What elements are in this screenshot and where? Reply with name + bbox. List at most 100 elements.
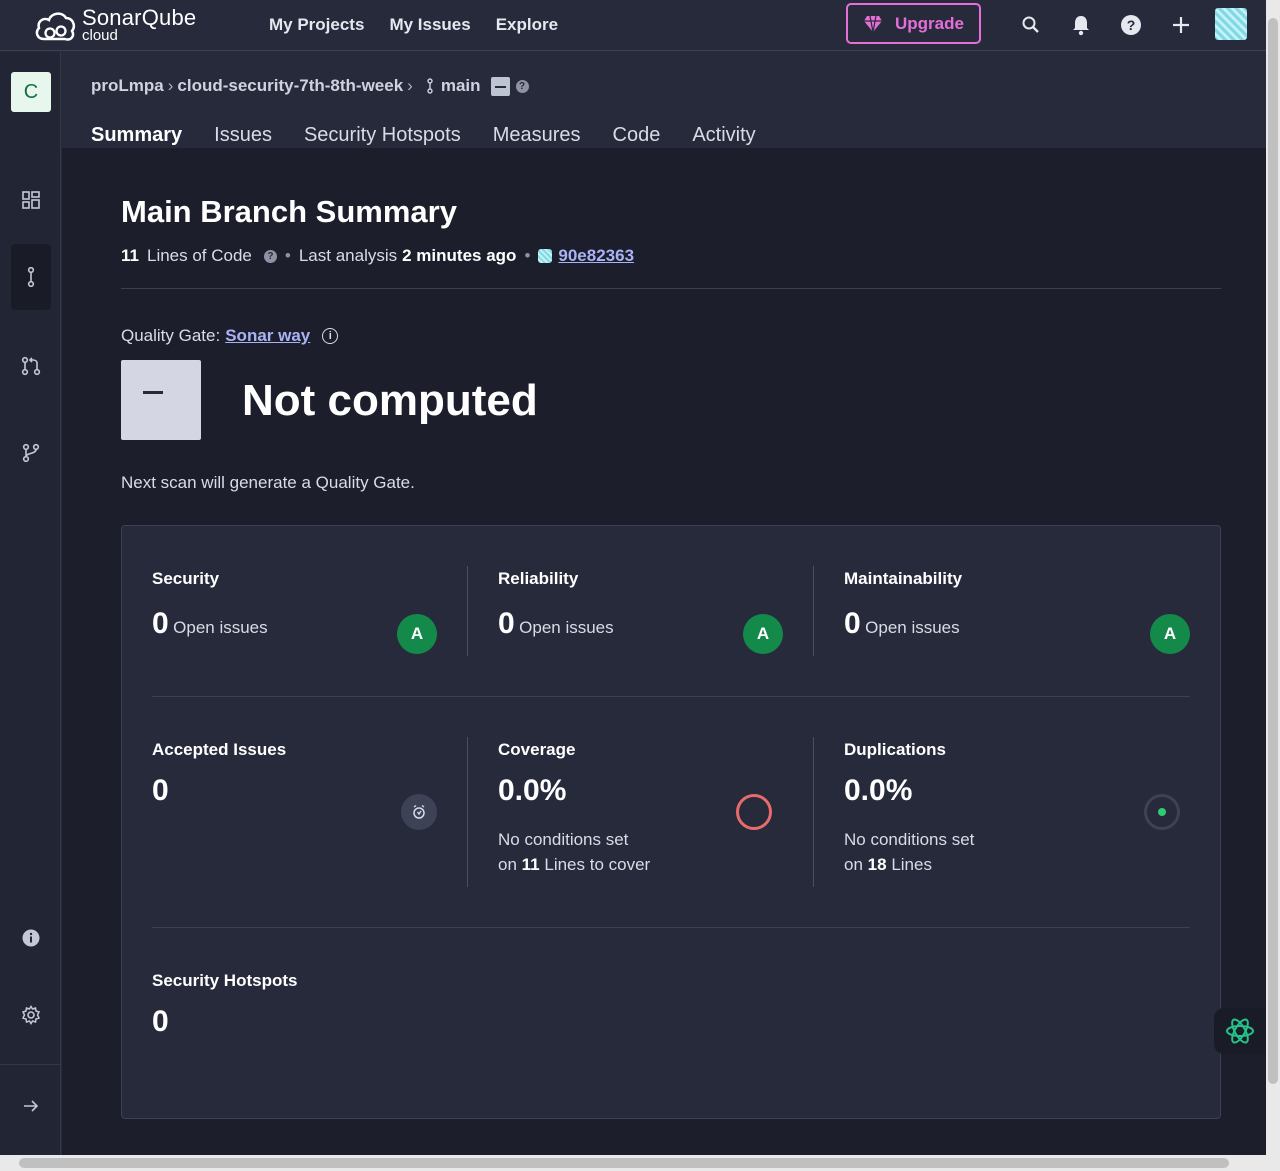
branch-status-badge bbox=[490, 76, 510, 96]
duplications-dot bbox=[1158, 808, 1166, 816]
info-icon[interactable]: i bbox=[322, 328, 339, 344]
project-header: proLmpa › cloud-security-7th-8th-week › … bbox=[62, 52, 1266, 164]
summary-meta: 11 Lines of Code ? • Last analysis 2 min… bbox=[121, 246, 634, 266]
scroll-thumb[interactable] bbox=[1268, 18, 1278, 1084]
project-tabs: Summary Issues Security Hotspots Measure… bbox=[91, 124, 788, 164]
divider bbox=[813, 737, 814, 887]
ai-assistant-button[interactable] bbox=[1214, 1008, 1266, 1054]
help-icon[interactable]: ? bbox=[263, 249, 277, 263]
scroll-thumb[interactable] bbox=[19, 1158, 1229, 1168]
maintainability-metric[interactable]: Maintainability 0 Open issues bbox=[844, 569, 962, 641]
metric-value: 0 bbox=[844, 607, 861, 640]
sonarqube-logo[interactable]: SonarQube cloud bbox=[34, 5, 234, 45]
info-icon[interactable] bbox=[11, 918, 51, 958]
last-analysis-value: 2 minutes ago bbox=[402, 246, 517, 265]
breadcrumb-project[interactable]: cloud-security-7th-8th-week bbox=[177, 76, 404, 95]
duplications-lines-count: 18 bbox=[867, 855, 887, 874]
divider bbox=[152, 927, 1190, 928]
breadcrumb-branch[interactable]: main bbox=[440, 76, 481, 95]
vertical-scrollbar[interactable] bbox=[1266, 0, 1280, 1155]
chevron-right-icon: › bbox=[167, 76, 174, 95]
metric-sub: Open issues bbox=[865, 618, 960, 637]
project-badge[interactable]: C bbox=[11, 72, 51, 112]
breadcrumb-org[interactable]: proLmpa bbox=[91, 76, 164, 95]
nav-my-projects[interactable]: My Projects bbox=[269, 15, 365, 34]
page-title: Main Branch Summary bbox=[121, 194, 457, 229]
atom-icon bbox=[1226, 1018, 1254, 1044]
divider bbox=[467, 566, 468, 656]
duplications-note: No conditions set bbox=[844, 830, 975, 849]
left-rail: C bbox=[0, 52, 61, 1155]
metric-value: 0.0% bbox=[844, 774, 913, 807]
branch-summary-icon[interactable] bbox=[11, 244, 51, 310]
separator-dot: • bbox=[524, 246, 531, 265]
diamond-icon bbox=[864, 15, 883, 32]
reliability-metric[interactable]: Reliability 0 Open issues bbox=[498, 569, 614, 641]
coverage-lines-count: 11 bbox=[521, 855, 540, 874]
nav-my-issues[interactable]: My Issues bbox=[389, 15, 471, 34]
metric-title: Accepted Issues bbox=[152, 740, 287, 759]
top-bar: SonarQube cloud My Projects My Issues Ex… bbox=[0, 0, 1266, 51]
loc-value: 11 bbox=[121, 246, 139, 265]
metric-title: Coverage bbox=[498, 740, 576, 759]
quality-gate-link[interactable]: Sonar way bbox=[225, 326, 311, 345]
security-hotspots-metric[interactable]: Security Hotspots 0 bbox=[152, 971, 297, 1039]
quality-gate-status-icon bbox=[121, 360, 201, 440]
metric-value: 0 bbox=[498, 607, 515, 640]
upgrade-label: Upgrade bbox=[895, 13, 964, 33]
tab-activity[interactable]: Activity bbox=[692, 124, 756, 146]
metric-sub: Open issues bbox=[173, 618, 268, 637]
dashboard-icon[interactable] bbox=[11, 180, 51, 220]
nav-explore[interactable]: Explore bbox=[495, 15, 559, 34]
tab-measures[interactable]: Measures bbox=[492, 124, 581, 146]
divider bbox=[152, 696, 1190, 697]
coverage-metric[interactable]: Coverage 0.0% No conditions set on 11 Li… bbox=[498, 740, 650, 877]
expand-arrow-icon[interactable] bbox=[11, 1086, 51, 1126]
duplications-note-post: Lines bbox=[891, 855, 932, 874]
bell-icon[interactable] bbox=[1068, 12, 1094, 38]
duplications-metric[interactable]: Duplications 0.0% No conditions set on 1… bbox=[844, 740, 974, 877]
horizontal-scrollbar[interactable] bbox=[0, 1155, 1280, 1171]
metric-value: 0 bbox=[152, 1005, 169, 1038]
help-icon[interactable]: ? bbox=[1118, 12, 1144, 38]
quality-gate-status: Not computed bbox=[242, 376, 538, 425]
upgrade-button[interactable]: Upgrade bbox=[846, 3, 981, 44]
loc-label: Lines of Code bbox=[146, 246, 252, 265]
quality-gate-note: Next scan will generate a Quality Gate. bbox=[121, 473, 415, 492]
duplications-note-pre: on bbox=[844, 855, 863, 874]
accepted-issues-icon bbox=[401, 794, 437, 830]
coverage-ring-icon bbox=[736, 794, 772, 830]
search-icon[interactable] bbox=[1018, 12, 1044, 38]
coverage-note: No conditions set bbox=[498, 830, 629, 849]
divider bbox=[121, 288, 1221, 289]
coverage-note-pre: on bbox=[498, 855, 517, 874]
brand-name: SonarQube bbox=[82, 5, 197, 30]
plus-icon[interactable] bbox=[1168, 12, 1194, 38]
cloud-logo-icon bbox=[35, 12, 75, 41]
metric-value: 0.0% bbox=[498, 774, 567, 807]
avatar[interactable] bbox=[1215, 8, 1247, 40]
commit-link[interactable]: 90e82363 bbox=[558, 246, 635, 265]
branches-icon[interactable] bbox=[11, 433, 51, 473]
divider bbox=[467, 737, 468, 887]
metric-title: Reliability bbox=[498, 569, 579, 588]
divider bbox=[813, 566, 814, 656]
pull-request-icon[interactable] bbox=[11, 346, 51, 386]
maintainability-grade-badge: A bbox=[1150, 614, 1190, 654]
metric-value: 0 bbox=[152, 774, 169, 807]
quality-gate-label: Quality Gate: Sonar way i bbox=[121, 326, 339, 346]
gear-icon[interactable] bbox=[11, 995, 51, 1035]
metric-sub: Open issues bbox=[519, 618, 614, 637]
tab-code[interactable]: Code bbox=[612, 124, 661, 146]
tab-security-hotspots[interactable]: Security Hotspots bbox=[303, 124, 461, 146]
tab-issues[interactable]: Issues bbox=[214, 124, 272, 146]
metric-value: 0 bbox=[152, 607, 169, 640]
metric-title: Maintainability bbox=[844, 569, 963, 588]
metric-title: Duplications bbox=[844, 740, 947, 759]
security-metric[interactable]: Security 0 Open issues bbox=[152, 569, 268, 641]
help-icon[interactable]: ? bbox=[515, 79, 529, 93]
main-content: Main Branch Summary 11 Lines of Code ? •… bbox=[62, 148, 1266, 1155]
breadcrumb: proLmpa › cloud-security-7th-8th-week › … bbox=[91, 76, 529, 96]
accepted-issues-metric[interactable]: Accepted Issues 0 bbox=[152, 740, 286, 808]
reliability-grade-badge: A bbox=[743, 614, 783, 654]
